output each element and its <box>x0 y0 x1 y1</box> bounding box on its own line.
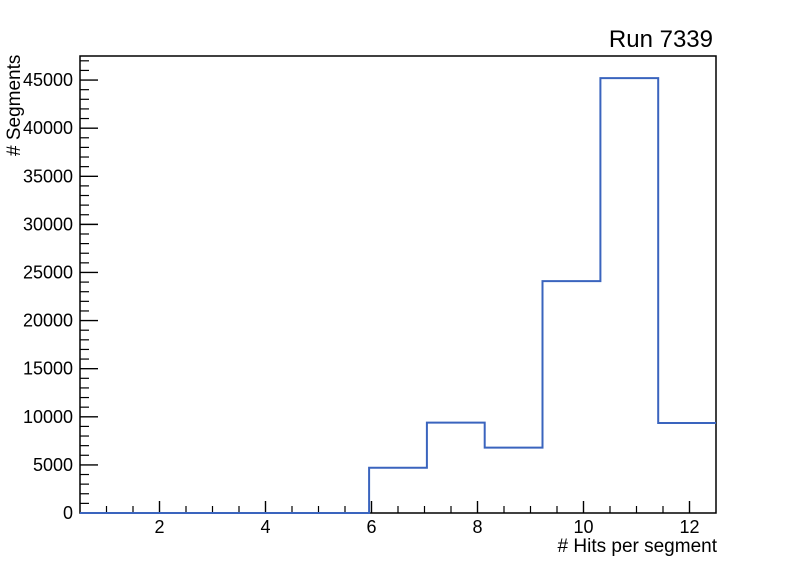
y-tick-label: 35000 <box>23 166 73 186</box>
y-tick-label: 0 <box>63 503 73 523</box>
y-axis-title: # Segments <box>4 55 25 156</box>
plot-frame <box>79 55 717 514</box>
axis-tick-labels: 0 5000 10000 15000 20000 25000 30000 35000 40000… <box>23 70 700 537</box>
y-tick-label: 10000 <box>23 407 73 427</box>
y-tick-label: 30000 <box>23 214 73 234</box>
axis-ticks <box>80 60 691 514</box>
x-tick-label: 8 <box>472 517 482 537</box>
y-tick-label: 45000 <box>23 70 73 90</box>
y-tick-label: 15000 <box>23 359 73 379</box>
x-tick-label: 6 <box>366 517 376 537</box>
x-axis-title: # Hits per segment <box>558 536 718 557</box>
histogram-line <box>80 77 716 514</box>
y-tick-label: 25000 <box>23 262 73 282</box>
x-tick-label: 10 <box>573 517 593 537</box>
x-tick-label: 4 <box>260 517 270 537</box>
y-tick-label: 5000 <box>33 455 73 475</box>
x-tick-label: 12 <box>679 517 699 537</box>
x-tick-label: 2 <box>154 517 164 537</box>
chart-title: Run 7339 <box>609 26 713 53</box>
y-tick-label: 40000 <box>23 118 73 138</box>
y-tick-label: 20000 <box>23 311 73 331</box>
